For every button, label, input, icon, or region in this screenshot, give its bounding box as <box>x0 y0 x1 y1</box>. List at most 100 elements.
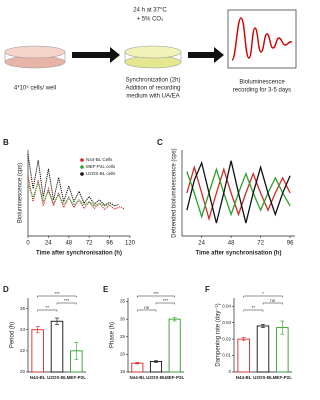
y-axis-label: Period (h) <box>10 322 16 348</box>
x-tick-label: MEF-P2L <box>67 375 87 380</box>
x-tick-label: 24 <box>198 241 205 247</box>
x-tick-label: MEF-P2L <box>165 375 185 380</box>
sync-label: Synchronization (2h) <box>125 78 180 84</box>
y-axis-label: Phase (h) <box>110 322 116 348</box>
y-tick-label: 0 <box>228 369 231 374</box>
significance-bracket <box>155 302 175 305</box>
panel-label: E <box>103 285 109 294</box>
legend-label: U2OS-BL cells <box>86 171 116 176</box>
seeding-label: 4*10⁵ cells/ well <box>14 85 56 92</box>
series-line <box>27 175 126 211</box>
error-bar <box>135 362 140 365</box>
x-tick-label: U2OS-BL <box>253 375 273 380</box>
significance-label: *** <box>163 298 169 303</box>
x-axis-label: Time after synchronisation (h) <box>36 251 122 257</box>
panel-label: C <box>157 138 163 147</box>
incubation-label: + 5% CO₂ <box>137 17 165 23</box>
significance-label: ns <box>144 305 150 310</box>
sync-label: Addition of recording <box>125 86 180 92</box>
series-line <box>27 153 121 207</box>
y-tick-label: 35 <box>120 299 126 304</box>
sync-label: medium with UA/EA <box>126 94 179 100</box>
significance-bracket <box>56 302 77 305</box>
error-bar <box>241 337 246 342</box>
recording-label: Bioluminescence <box>239 80 285 86</box>
x-tick-label: 72 <box>257 241 264 247</box>
bar <box>31 329 44 373</box>
significance-bracket <box>243 309 264 312</box>
significance-bracket <box>137 309 157 312</box>
y-tick-label: 30 <box>120 316 126 321</box>
y-axis-label: Bioluminescence (cps) <box>18 163 24 223</box>
significance-label: ns <box>270 298 276 303</box>
y-axis-label: Dampening rate (day⁻¹) <box>216 303 222 366</box>
y-tick-label: 25 <box>120 334 126 339</box>
series-line <box>186 160 291 224</box>
x-tick-label: 96 <box>287 241 294 247</box>
x-tick-label: U2OS-BL <box>47 375 67 380</box>
significance-bracket <box>262 302 283 305</box>
bar <box>168 318 181 373</box>
y-tick-label: 24 <box>20 327 26 332</box>
x-tick-label: 24 <box>45 241 52 247</box>
legend-marker <box>80 165 84 169</box>
y-tick-label: 26 <box>20 306 26 311</box>
x-tick-label: 72 <box>86 241 93 247</box>
x-tick-label: 48 <box>228 241 235 247</box>
error-bar <box>55 317 59 325</box>
significance-label: *** <box>64 298 70 303</box>
incubation-label: 24 h at 37°C <box>133 8 167 14</box>
legend-label: MEF-P2L cells <box>86 164 116 169</box>
significance-bracket <box>37 309 58 312</box>
significance-bracket <box>137 295 175 298</box>
x-axis-label: Time after synchronisation (h) <box>196 251 282 257</box>
series-line <box>186 164 291 222</box>
panel-label: D <box>3 285 9 294</box>
oscillation-icon <box>231 17 293 61</box>
significance-bracket <box>37 295 77 298</box>
error-bar <box>154 360 158 363</box>
recording-box <box>227 9 297 69</box>
dish-wall <box>4 52 66 62</box>
panel-label: B <box>3 138 9 147</box>
y-axis-label: Detrended bioluminescence (cps) <box>172 148 178 237</box>
legend-marker <box>80 158 84 162</box>
recording-label: recording for 3-5 days <box>233 88 291 94</box>
x-tick-label: 48 <box>65 241 72 247</box>
y-tick-label: 0.03 <box>222 320 231 325</box>
significance-label: *** <box>153 291 159 296</box>
panel-label: F <box>205 285 210 294</box>
legend-marker <box>80 172 84 176</box>
arrow <box>72 47 120 63</box>
x-tick-label: 120 <box>125 241 136 247</box>
x-tick-label: U2OS-BL <box>146 375 166 380</box>
significance-label: ** <box>46 305 50 310</box>
error-bar <box>280 320 285 335</box>
bar <box>50 320 64 373</box>
significance-label: *** <box>54 291 60 296</box>
y-tick-label: 0.02 <box>222 336 231 341</box>
error-bar <box>172 317 177 322</box>
significance-label: ** <box>252 305 256 310</box>
x-tick-label: 0 <box>26 241 30 247</box>
dish-wall <box>124 52 182 62</box>
y-tick-label: 0.01 <box>222 353 231 358</box>
dish-top <box>4 45 66 59</box>
bar <box>149 360 163 373</box>
series-line <box>27 180 111 207</box>
y-tick-label: 20 <box>120 352 126 357</box>
error-bar <box>74 342 79 360</box>
bar <box>256 325 270 373</box>
y-tick-label: 0.04 <box>222 303 231 308</box>
y-tick-label: 22 <box>20 348 26 353</box>
legend-label: N44-BL Cells <box>86 157 113 162</box>
schematic: 4*10⁵ cells/ well 24 h at 37°C + 5% CO₂ … <box>4 8 297 100</box>
significance-label: * <box>262 291 264 296</box>
dish-top <box>124 45 182 59</box>
x-tick-label: 96 <box>106 241 113 247</box>
significance-bracket <box>243 295 283 298</box>
x-tick-label: MEF-P2L <box>273 375 293 380</box>
arrow <box>188 47 224 63</box>
x-tick-label: N44-BL <box>30 375 46 380</box>
error-bar <box>261 324 265 328</box>
